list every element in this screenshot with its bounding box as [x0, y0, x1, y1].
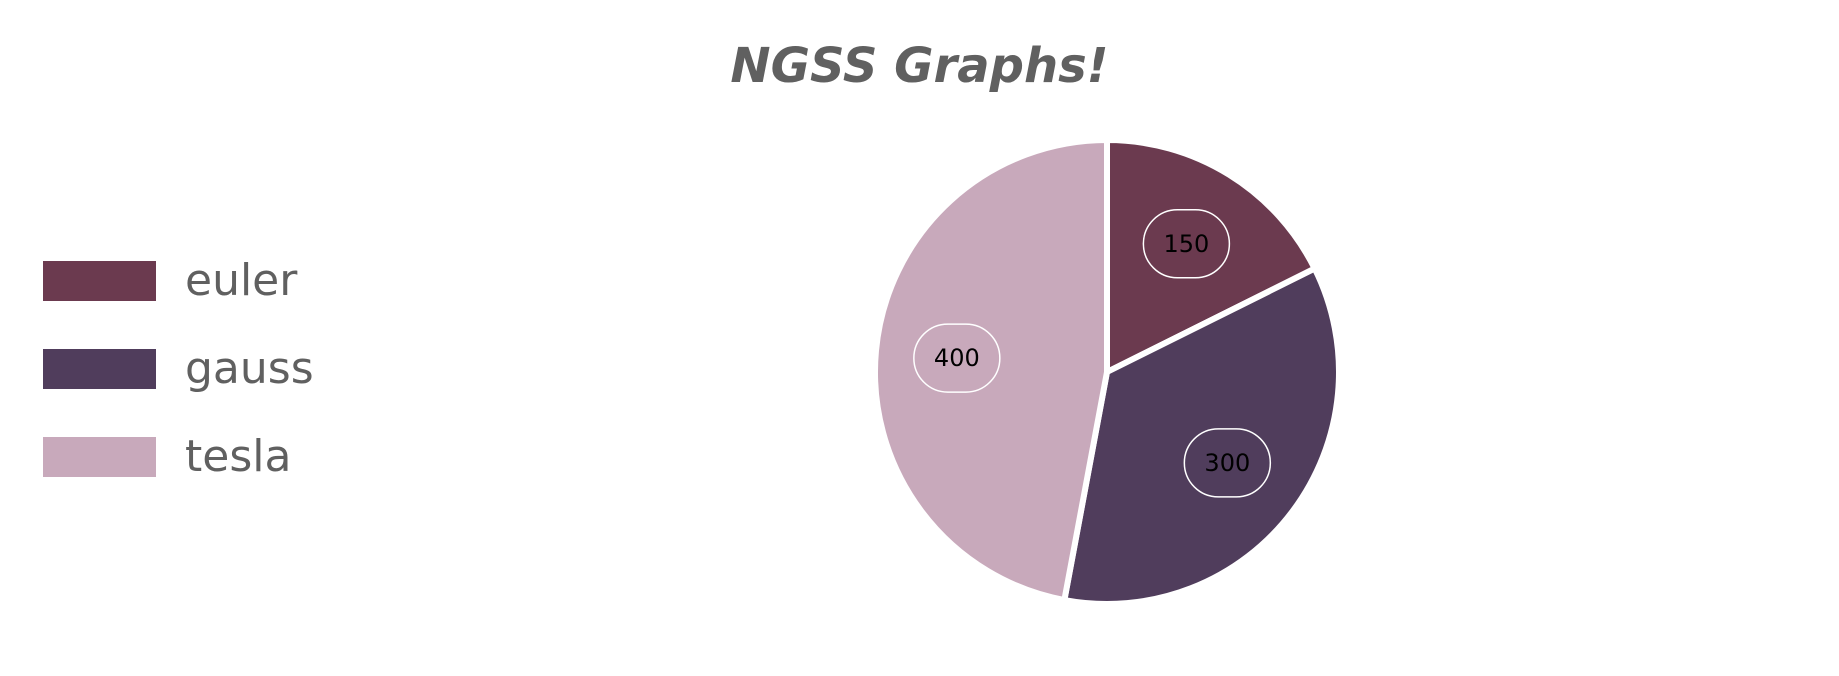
- legend-swatch-euler: [43, 261, 156, 301]
- legend: euler gauss tesla: [43, 255, 314, 525]
- legend-swatch-gauss: [43, 349, 156, 389]
- slice-value-tesla: 400: [934, 344, 980, 372]
- slice-label-tesla: 400: [913, 323, 1001, 393]
- legend-label-euler: euler: [185, 255, 298, 306]
- legend-item-tesla[interactable]: tesla: [43, 431, 314, 482]
- pie-slice-gauss[interactable]: [1061, 265, 1342, 607]
- pie-slice-euler[interactable]: [1104, 137, 1318, 375]
- slice-value-gauss: 300: [1204, 449, 1250, 477]
- legend-label-gauss: gauss: [185, 343, 314, 394]
- slice-value-euler: 150: [1163, 230, 1209, 258]
- slice-label-bubble: [913, 323, 1001, 393]
- slice-label-bubble: [1142, 209, 1231, 279]
- slice-label-euler: 150: [1142, 209, 1231, 279]
- chart-title: NGSS Graphs!: [730, 38, 1109, 94]
- legend-item-euler[interactable]: euler: [43, 255, 314, 306]
- legend-swatch-tesla: [43, 437, 156, 477]
- slice-label-gauss: 300: [1183, 428, 1272, 498]
- legend-item-gauss[interactable]: gauss: [43, 343, 314, 394]
- legend-label-tesla: tesla: [185, 431, 292, 482]
- pie-slice-tesla[interactable]: [872, 137, 1110, 604]
- slice-label-bubble: [1183, 428, 1272, 498]
